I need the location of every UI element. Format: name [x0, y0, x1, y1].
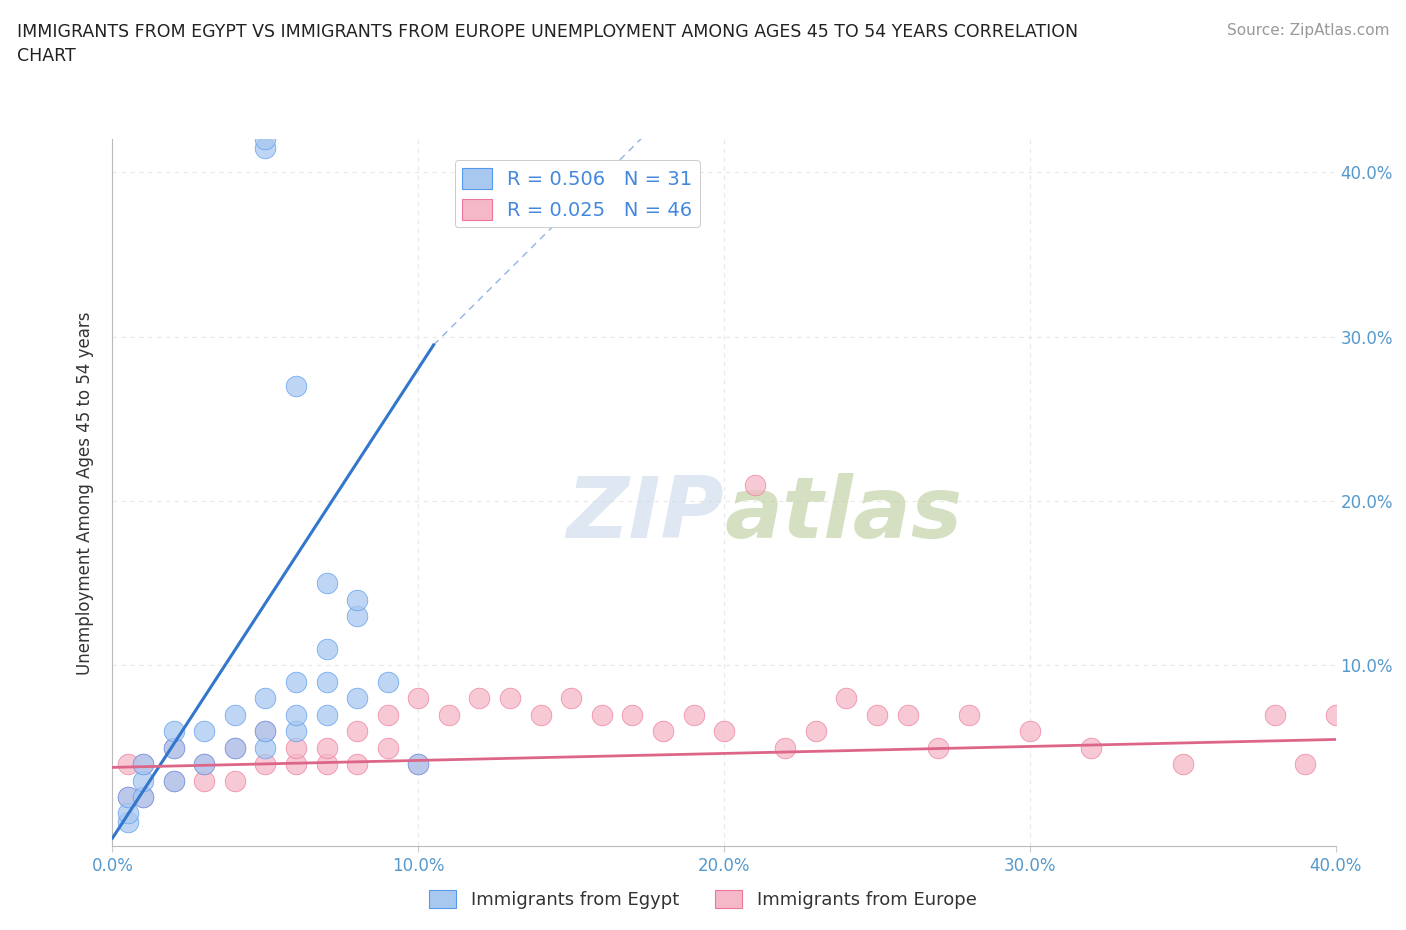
- Point: [224, 740, 246, 755]
- Point: [1018, 724, 1040, 738]
- Point: [621, 708, 644, 723]
- Point: [468, 691, 491, 706]
- Point: [224, 773, 246, 788]
- Point: [284, 379, 308, 393]
- Point: [132, 790, 155, 804]
- Point: [1080, 740, 1102, 755]
- Point: [835, 691, 858, 706]
- Point: [1264, 708, 1286, 723]
- Point: [117, 814, 139, 829]
- Point: [560, 691, 582, 706]
- Point: [254, 132, 277, 147]
- Y-axis label: Unemployment Among Ages 45 to 54 years: Unemployment Among Ages 45 to 54 years: [76, 312, 94, 674]
- Point: [315, 642, 337, 657]
- Point: [346, 757, 368, 772]
- Point: [224, 708, 246, 723]
- Point: [132, 757, 155, 772]
- Point: [346, 592, 368, 607]
- Point: [163, 740, 186, 755]
- Point: [591, 708, 613, 723]
- Point: [315, 740, 337, 755]
- Text: ZIP: ZIP: [567, 472, 724, 555]
- Point: [744, 477, 766, 492]
- Point: [377, 674, 399, 689]
- Point: [284, 674, 308, 689]
- Point: [163, 740, 186, 755]
- Point: [284, 724, 308, 738]
- Text: Source: ZipAtlas.com: Source: ZipAtlas.com: [1226, 23, 1389, 38]
- Point: [193, 757, 215, 772]
- Point: [377, 708, 399, 723]
- Point: [775, 740, 797, 755]
- Legend: Immigrants from Egypt, Immigrants from Europe: Immigrants from Egypt, Immigrants from E…: [422, 883, 984, 916]
- Point: [163, 724, 186, 738]
- Point: [652, 724, 675, 738]
- Point: [346, 609, 368, 624]
- Point: [682, 708, 704, 723]
- Point: [897, 708, 920, 723]
- Point: [117, 790, 139, 804]
- Point: [117, 757, 139, 772]
- Point: [346, 724, 368, 738]
- Point: [254, 740, 277, 755]
- Point: [315, 757, 337, 772]
- Point: [163, 773, 186, 788]
- Point: [315, 708, 337, 723]
- Point: [132, 790, 155, 804]
- Point: [346, 691, 368, 706]
- Point: [254, 691, 277, 706]
- Point: [254, 757, 277, 772]
- Point: [437, 708, 460, 723]
- Point: [193, 757, 215, 772]
- Point: [408, 757, 430, 772]
- Point: [284, 708, 308, 723]
- Point: [804, 724, 827, 738]
- Point: [193, 724, 215, 738]
- Point: [284, 740, 308, 755]
- Point: [499, 691, 522, 706]
- Point: [957, 708, 980, 723]
- Point: [408, 691, 430, 706]
- Point: [315, 674, 337, 689]
- Point: [1294, 757, 1316, 772]
- Legend: R = 0.506   N = 31, R = 0.025   N = 46: R = 0.506 N = 31, R = 0.025 N = 46: [454, 160, 700, 228]
- Point: [927, 740, 949, 755]
- Text: atlas: atlas: [724, 472, 962, 555]
- Point: [117, 790, 139, 804]
- Point: [254, 724, 277, 738]
- Point: [866, 708, 889, 723]
- Point: [713, 724, 735, 738]
- Text: IMMIGRANTS FROM EGYPT VS IMMIGRANTS FROM EUROPE UNEMPLOYMENT AMONG AGES 45 TO 54: IMMIGRANTS FROM EGYPT VS IMMIGRANTS FROM…: [17, 23, 1078, 65]
- Point: [1324, 708, 1347, 723]
- Point: [377, 740, 399, 755]
- Point: [315, 576, 337, 591]
- Point: [1171, 757, 1194, 772]
- Point: [163, 773, 186, 788]
- Point: [132, 757, 155, 772]
- Point: [408, 757, 430, 772]
- Point: [193, 773, 215, 788]
- Point: [254, 724, 277, 738]
- Point: [254, 140, 277, 155]
- Point: [224, 740, 246, 755]
- Point: [117, 806, 139, 821]
- Point: [132, 773, 155, 788]
- Point: [284, 757, 308, 772]
- Point: [530, 708, 553, 723]
